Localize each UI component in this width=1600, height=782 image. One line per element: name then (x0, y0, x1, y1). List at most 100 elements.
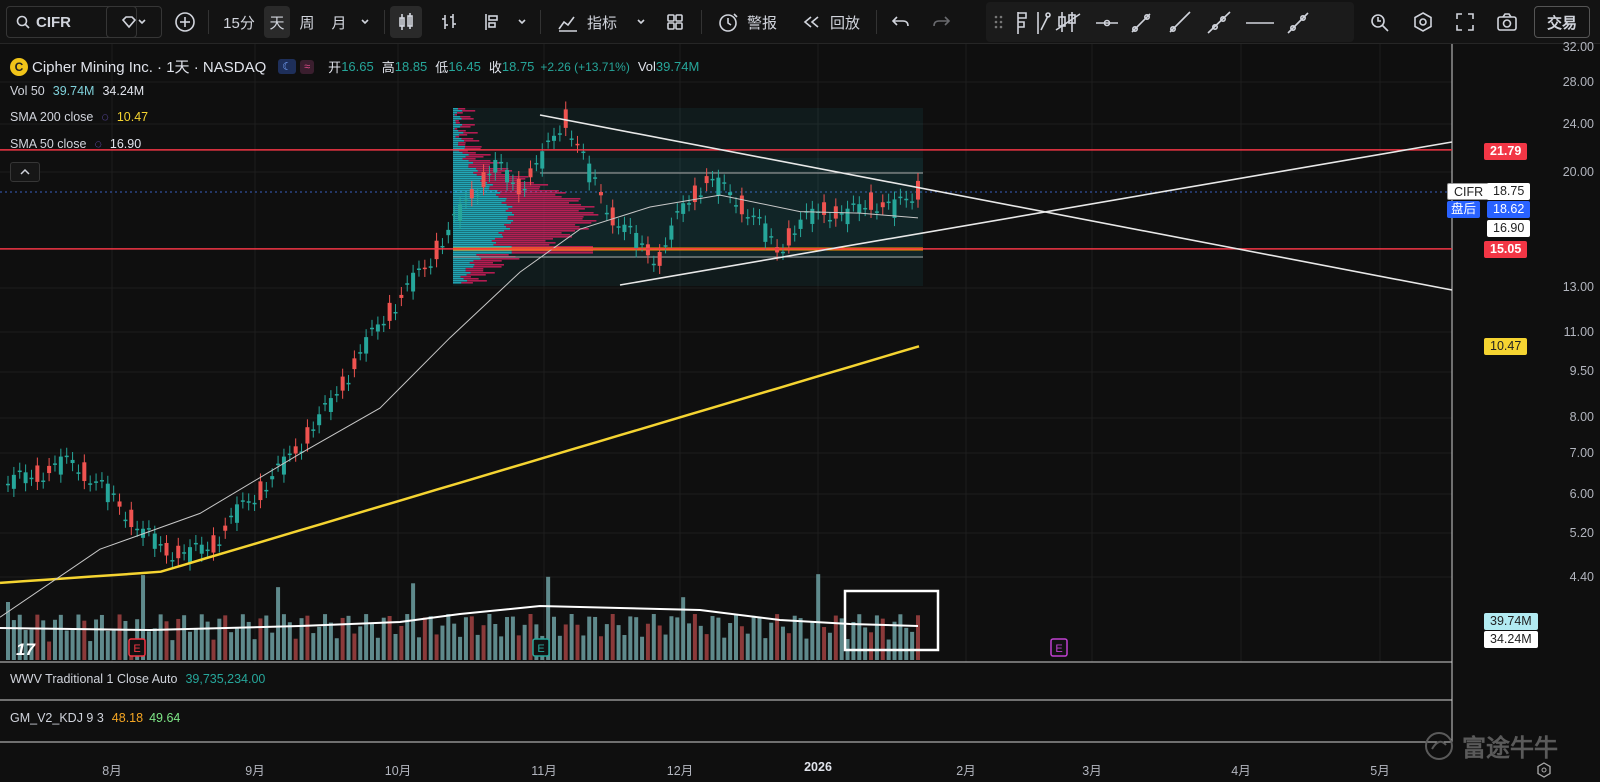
volume-bar (64, 630, 69, 660)
indicators-button[interactable]: 指标 (554, 6, 620, 38)
indicators-dropdown[interactable] (632, 6, 650, 38)
volume-bar (581, 635, 586, 660)
volume-bar (105, 630, 110, 660)
fullscreen-button[interactable] (1452, 6, 1478, 38)
fullscreen-icon (1456, 13, 1474, 31)
volume-profile-bar (493, 244, 550, 246)
magic-tools-button[interactable] (1366, 6, 1392, 38)
volume-bar (651, 614, 656, 660)
vol50-legend[interactable]: Vol 50 39.74M 34.24M (10, 84, 144, 98)
volume-profile-bar (453, 226, 507, 228)
candle-body (381, 323, 386, 326)
candle-body (129, 509, 134, 528)
candle-body (328, 398, 333, 412)
candle-body (475, 195, 480, 198)
candle-body (892, 199, 897, 218)
collapse-legend-button[interactable] (10, 162, 40, 182)
volume-bar (370, 622, 374, 660)
volume-profile-bar (473, 162, 501, 164)
volume-bar (47, 641, 52, 660)
settings-loop-icon[interactable]: ◌ (101, 110, 109, 124)
volume-bar (270, 632, 275, 660)
candles-chart-type-button[interactable] (390, 6, 422, 38)
volume-bar (522, 624, 527, 660)
trade-button[interactable]: 交易 (1534, 6, 1590, 38)
redo-button[interactable] (928, 6, 954, 38)
chevron-down-icon (518, 19, 526, 25)
candle-body (41, 480, 46, 482)
candle-body (88, 483, 93, 485)
volume-bar (616, 625, 621, 660)
watchlist-dropdown[interactable] (106, 6, 162, 38)
period-month-button[interactable]: 月 (331, 14, 347, 32)
settings-loop-icon[interactable]: ◌ (94, 137, 102, 151)
settings-button[interactable] (1410, 6, 1436, 38)
volume-bar (827, 632, 832, 660)
horizontal-ray-icon[interactable] (1096, 19, 1118, 27)
info-line-icon[interactable] (1287, 12, 1309, 34)
layouts-button[interactable] (662, 6, 688, 38)
time-axis-label: 2月 (956, 764, 976, 778)
trend-line-icon[interactable] (1131, 13, 1151, 33)
volume-bar (869, 632, 874, 660)
undo-button[interactable] (888, 6, 914, 38)
volume-bar (364, 614, 369, 660)
extended-line-icon[interactable] (1207, 11, 1231, 34)
candle-body (827, 219, 832, 222)
volume-bar (446, 614, 451, 660)
interval-dropdown[interactable] (355, 6, 375, 38)
kdj-legend[interactable]: GM_V2_KDJ 9 3 48.18 49.64 (10, 711, 180, 725)
ohlc-open-label: 开 (328, 60, 342, 75)
corporate-actions-icon[interactable]: ≈ (300, 59, 315, 74)
volume-profile-bar (464, 148, 481, 150)
kdj-label: GM_V2_KDJ 9 3 (10, 711, 104, 725)
interval-15m-button[interactable]: 15分 (223, 14, 255, 32)
volume-bar (481, 625, 486, 660)
alerts-button[interactable]: 警报 (714, 6, 780, 38)
volume-profile-bar (453, 176, 485, 178)
candle-body (135, 528, 140, 531)
candle-body (874, 211, 879, 213)
add-symbol-button[interactable] (172, 6, 198, 38)
replay-button[interactable]: 回放 (798, 6, 864, 38)
candle-body (634, 232, 639, 250)
volume-bar (358, 626, 363, 660)
period-week-button[interactable]: 周 (299, 14, 315, 32)
earnings-marker-icon (128, 638, 146, 657)
time-axis-label: 3月 (1082, 764, 1102, 778)
volume-bar (88, 641, 93, 660)
candle-body (105, 483, 110, 503)
symbol-search[interactable]: CIFR (6, 6, 137, 38)
trend-arrow-icon[interactable] (1037, 12, 1051, 34)
chart-type-dropdown[interactable] (513, 6, 531, 38)
flag-levels-icon[interactable] (1017, 12, 1027, 34)
sma200-legend[interactable]: SMA 200 close ◌ 10.47 (10, 110, 148, 124)
screenshot-button[interactable] (1494, 6, 1520, 38)
candle-body (745, 217, 750, 219)
period-day-button[interactable]: 天 (264, 6, 290, 38)
volume-profile-bar (453, 146, 466, 148)
volume-bar (375, 637, 380, 660)
candle-pattern-icon[interactable] (1055, 12, 1081, 32)
candle-body (176, 545, 181, 559)
drag-handle-icon[interactable] (994, 15, 1003, 29)
ray-line-icon[interactable] (1169, 11, 1191, 33)
volume-profile-bar (453, 200, 506, 202)
sma50-legend[interactable]: SMA 50 close ◌ 16.90 (10, 137, 141, 151)
volume-profile-bar (453, 270, 466, 272)
wwv-legend[interactable]: WWV Traditional 1 Close Auto 39,735,234.… (10, 672, 265, 686)
volume-bar (657, 625, 662, 660)
price-scale-button[interactable] (478, 6, 504, 38)
volume-profile-bar (453, 182, 487, 184)
volume-profile-bar (453, 150, 460, 152)
rewind-icon (803, 16, 819, 28)
volume-bar (334, 638, 339, 660)
volume-bar (458, 636, 463, 660)
axis-settings-button[interactable] (1536, 762, 1552, 778)
bars-chart-type-button[interactable] (436, 6, 462, 38)
market-session-icon[interactable]: ☾ (278, 59, 297, 74)
volume-profile-bar (455, 122, 460, 124)
change-value: +2.26 (+13.71%) (540, 59, 630, 74)
volume-profile-bar (501, 202, 570, 204)
